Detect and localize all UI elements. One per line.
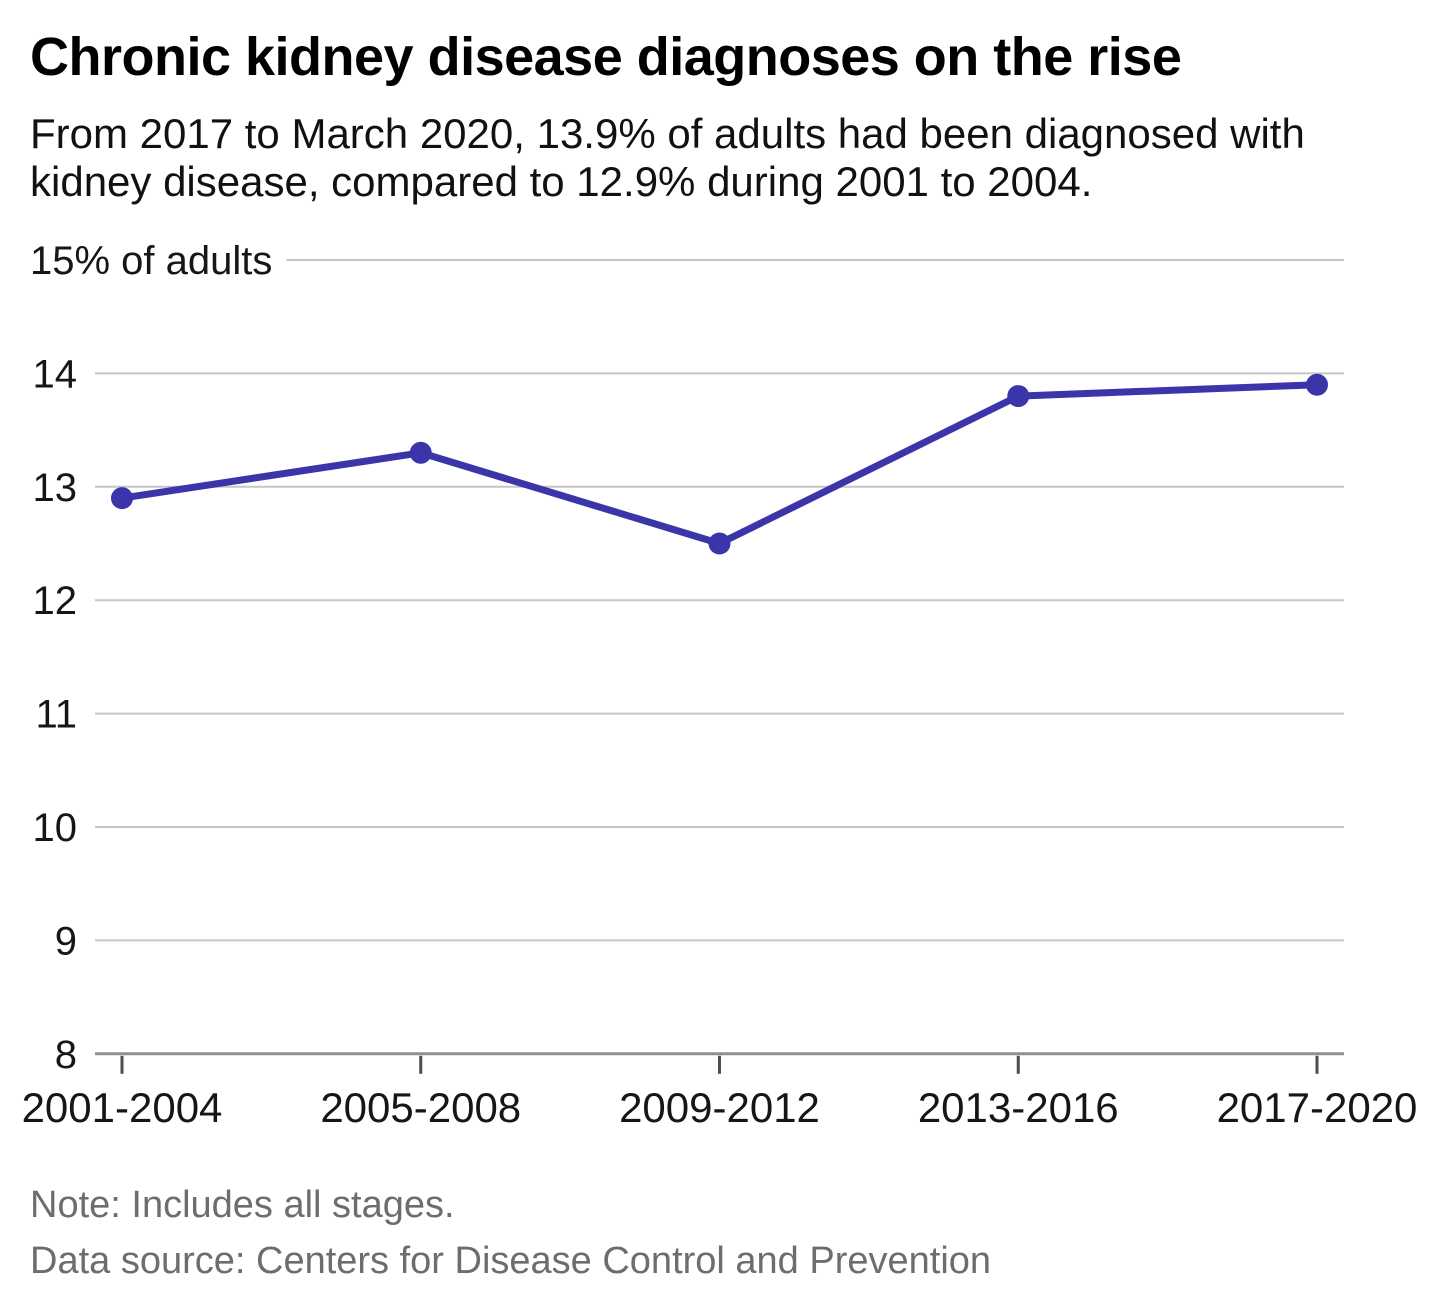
y-axis-top-label: 15% of adults	[30, 239, 272, 283]
y-axis-tick-label: 13	[33, 466, 78, 510]
data-line	[118, 381, 1321, 547]
y-axis-tick-label: 10	[33, 806, 78, 850]
data-point	[1007, 385, 1030, 408]
chart-subtitle: From 2017 to March 2020, 13.9% of adults…	[30, 110, 1305, 205]
x-axis-tick-label: 2013-2016	[918, 1084, 1119, 1131]
y-axis-tick-label: 9	[55, 919, 77, 963]
chart-svg: 15% of adults 8 9 10 11 12 13 14 2001-2004 2005-2…	[22, 239, 1418, 1131]
y-axis-tick-label: 12	[33, 579, 78, 623]
x-axis-tick-label: 2005-2008	[320, 1084, 521, 1131]
y-axis-tick-label: 8	[55, 1033, 77, 1077]
x-axis-tick-label: 2001-2004	[22, 1084, 223, 1131]
data-point	[1306, 373, 1328, 396]
data-point	[111, 487, 133, 510]
data-point	[708, 532, 731, 555]
x-axis-tick-label: 2017-2020	[1217, 1084, 1418, 1131]
x-axis-tick-label: 2009-2012	[619, 1084, 820, 1131]
y-axis-tick-label: 14	[33, 352, 78, 396]
chart-data-source: Data source: Centers for Disease Control…	[30, 1240, 992, 1282]
chart-title: Chronic kidney disease diagnoses on the …	[30, 27, 1182, 87]
chart-note: Note: Includes all stages.	[30, 1184, 455, 1226]
y-axis-tick-label: 11	[35, 693, 77, 737]
data-point	[409, 441, 432, 464]
